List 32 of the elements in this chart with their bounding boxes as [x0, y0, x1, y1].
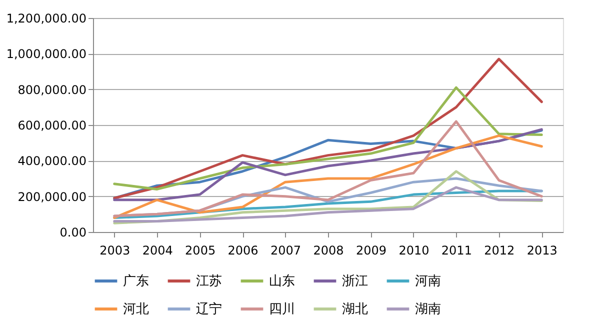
legend-label: 湖北	[342, 302, 368, 317]
y-tick-label: 1,200,000.00	[6, 12, 86, 26]
x-tick-label: 2009	[356, 244, 386, 258]
legend-label: 湖南	[415, 302, 441, 317]
x-tick-label: 2003	[100, 244, 130, 258]
x-tick-label: 2012	[484, 244, 515, 258]
x-tick-label: 2004	[142, 244, 173, 258]
y-tick-label: 200,000.00	[18, 190, 86, 204]
legend-label: 广东	[123, 274, 149, 289]
legend-label: 江苏	[196, 274, 222, 289]
y-tick-label: 600,000.00	[18, 118, 86, 132]
y-tick-label: 0.00	[60, 226, 86, 240]
x-tick-label: 2008	[313, 244, 344, 258]
x-tick-label: 2005	[185, 244, 216, 258]
legend-label: 浙江	[342, 274, 368, 289]
legend-label: 四川	[269, 302, 295, 317]
line-series	[113, 120, 543, 218]
line-series	[113, 134, 543, 219]
legend-label: 辽宁	[196, 301, 222, 317]
y-tick-label: 1,000,000.00	[6, 47, 86, 62]
x-tick-label: 2011	[441, 244, 472, 258]
x-tick-label: 2013	[526, 244, 558, 258]
x-tick-label: 2006	[228, 244, 258, 258]
y-tick-label: 400,000.00	[18, 154, 86, 168]
x-tick-label: 2010	[398, 244, 430, 258]
legend-label: 山东	[269, 274, 295, 289]
y-tick-label: 800,000.00	[18, 82, 86, 97]
line-series	[113, 58, 543, 200]
legend-label: 河北	[123, 302, 149, 317]
line-series	[113, 86, 543, 190]
legend-label: 河南	[415, 274, 441, 289]
x-tick-label: 2007	[270, 244, 302, 258]
